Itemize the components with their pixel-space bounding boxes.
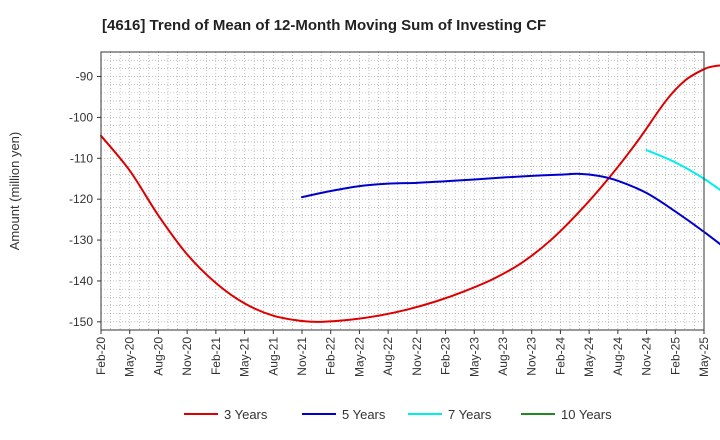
legend-label-3-years: 3 Years [224, 407, 268, 422]
x-tick-label: May-20 [123, 337, 137, 377]
x-tick-label: Nov-23 [525, 337, 539, 376]
x-tick-label: Aug-22 [381, 337, 395, 376]
series-line-3-years [100, 64, 720, 323]
x-tick-label: Feb-24 [553, 337, 567, 375]
series-line-5-years [301, 172, 720, 246]
x-tick-label: May-23 [467, 337, 481, 377]
legend-label-10-years: 10 Years [561, 407, 612, 422]
grid [101, 52, 704, 330]
x-tick-label: Feb-23 [439, 337, 453, 375]
x-axis-ticks: Feb-20 May-20 Aug-20 Nov-20 Feb-21 May-21 Aug-… [94, 330, 711, 377]
legend-label-7-years: 7 Years [448, 407, 492, 422]
x-tick-label: May-22 [352, 337, 366, 377]
x-tick-label: Aug-21 [266, 337, 280, 376]
y-tick-label: -130 [69, 233, 93, 247]
legend-label-5-years: 5 Years [342, 407, 386, 422]
x-tick-label: Nov-22 [410, 337, 424, 376]
y-tick-label: -140 [69, 274, 93, 288]
x-tick-label: Aug-24 [611, 337, 625, 376]
y-tick-label: -90 [76, 70, 94, 84]
x-tick-label: Nov-20 [180, 337, 194, 376]
x-tick-label: May-25 [697, 337, 711, 377]
y-axis-ticks: -90 -100 -110 -120 -130 -140 -150 [69, 70, 101, 329]
x-tick-label: Aug-20 [151, 337, 165, 376]
y-tick-label: -100 [69, 110, 93, 124]
y-tick-label: -120 [69, 192, 93, 206]
series-line-7-years [645, 149, 720, 192]
y-tick-label: -110 [70, 151, 93, 165]
x-tick-label: Feb-22 [324, 337, 338, 375]
x-tick-label: Aug-23 [496, 337, 510, 376]
chart-title: [4616] Trend of Mean of 12-Month Moving … [102, 17, 546, 34]
legend: 3 Years 5 Years 7 Years 10 Years [184, 407, 612, 422]
x-tick-label: Feb-21 [209, 337, 223, 375]
y-tick-label: -150 [69, 315, 93, 329]
x-tick-label: Feb-20 [94, 337, 108, 375]
plot-border [100, 51, 705, 331]
x-tick-label: Feb-25 [668, 337, 682, 375]
y-axis-label: Amount (million yen) [7, 132, 22, 251]
series-lines [100, 64, 720, 323]
x-tick-label: May-24 [582, 337, 596, 377]
x-tick-label: May-21 [238, 337, 252, 377]
x-tick-label: Nov-24 [640, 337, 654, 376]
x-tick-label: Nov-21 [295, 337, 309, 376]
plot-area [101, 52, 704, 330]
